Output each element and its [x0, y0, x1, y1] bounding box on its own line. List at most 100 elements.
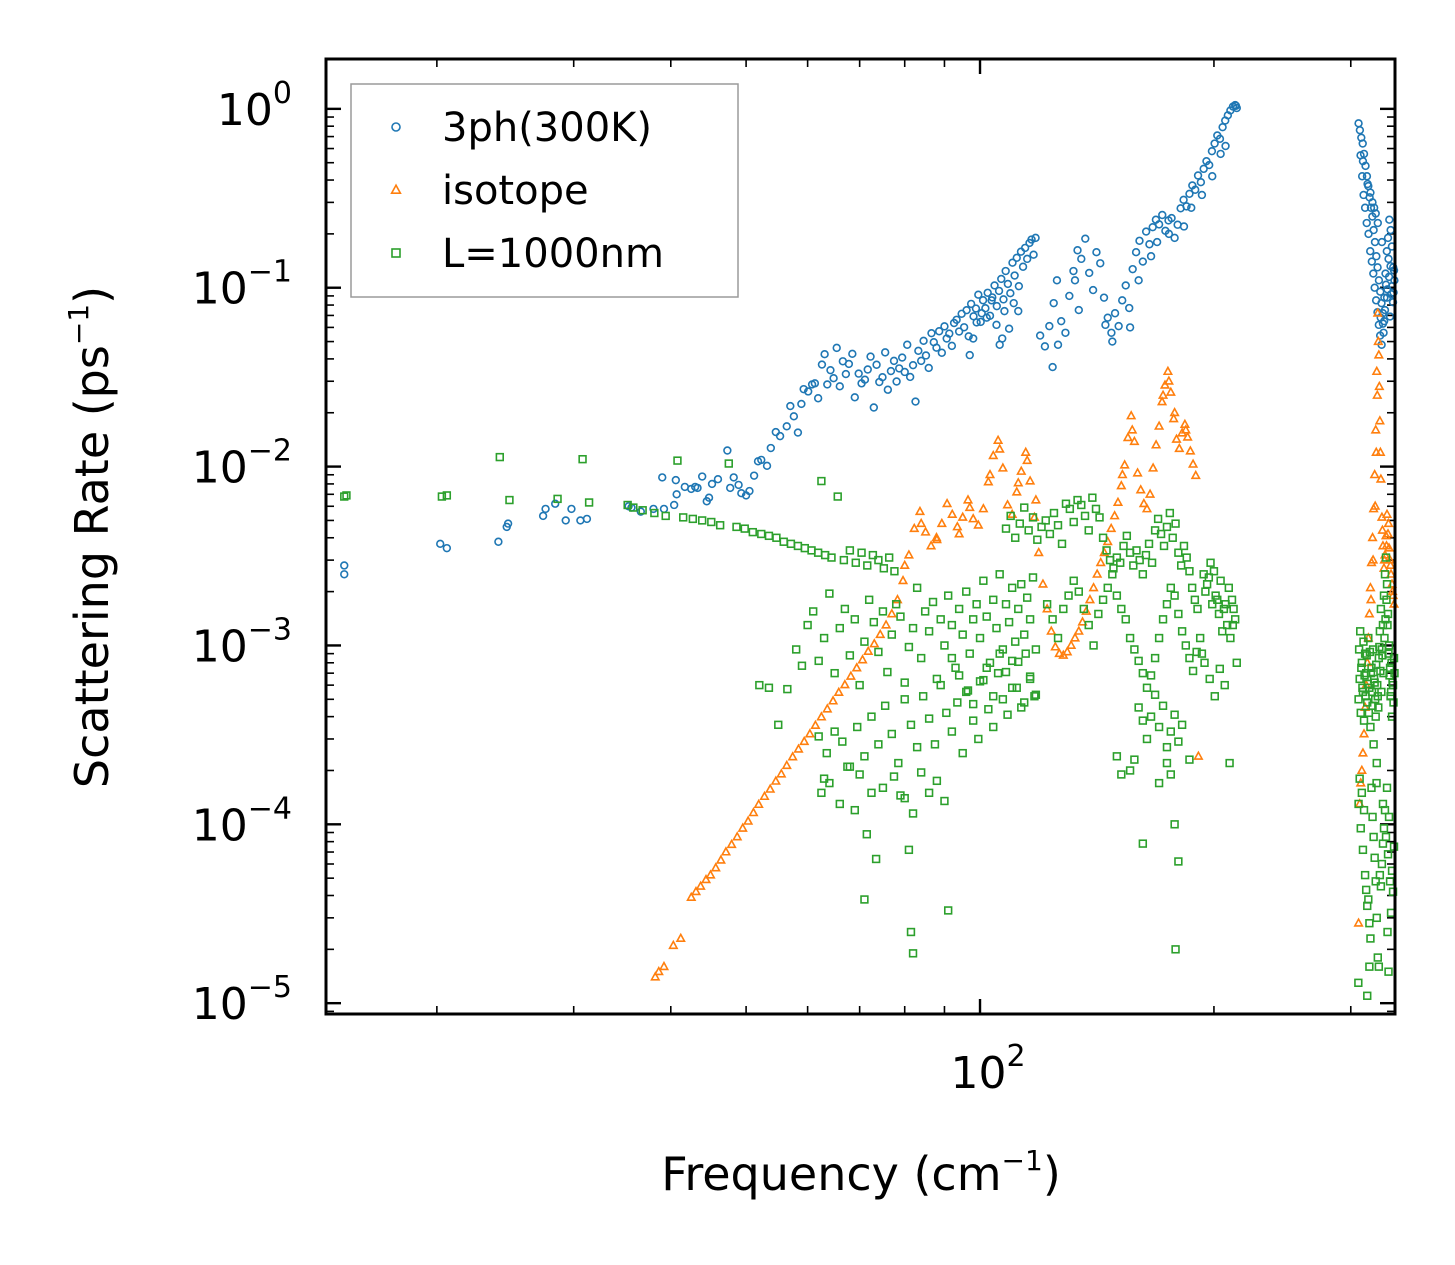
- plot-frame: [324, 57, 1397, 1016]
- data-point: [1010, 271, 1019, 280]
- data-point: [1147, 462, 1159, 472]
- data-point: [1145, 240, 1154, 249]
- data-point: [1154, 778, 1164, 788]
- data-point: [1376, 287, 1385, 296]
- data-point: [1084, 594, 1096, 604]
- data-point: [860, 637, 869, 646]
- data-point: [1385, 877, 1395, 886]
- data-point: [851, 558, 860, 567]
- data-point: [830, 668, 839, 678]
- data-point: [904, 642, 914, 652]
- data-point: [1080, 511, 1090, 521]
- data-point: [1135, 236, 1144, 245]
- data-point: [947, 727, 957, 736]
- data-point: [947, 508, 958, 518]
- data-point: [1081, 605, 1092, 615]
- data-point: [623, 500, 632, 510]
- data-point: [951, 663, 960, 673]
- data-point: [897, 353, 907, 362]
- data-point: [850, 805, 859, 815]
- data-point: [668, 939, 679, 950]
- data-point: [874, 555, 883, 565]
- data-point: [1004, 324, 1014, 333]
- data-point: [809, 607, 818, 616]
- data-point: [954, 528, 965, 538]
- data-point: [1170, 710, 1179, 719]
- data-point: [1168, 533, 1177, 542]
- data-point: [886, 608, 897, 618]
- data-point: [1146, 671, 1156, 680]
- data-point: [1142, 734, 1152, 744]
- data-point: [1013, 477, 1024, 487]
- data-point: [1084, 526, 1093, 535]
- data-point: [1112, 591, 1122, 600]
- data-point: [1181, 641, 1191, 650]
- data-point: [1157, 389, 1169, 399]
- data-point: [1221, 600, 1230, 609]
- data-point: [650, 508, 659, 518]
- data-point: [979, 576, 988, 585]
- data-point: [1003, 710, 1012, 719]
- data-point: [710, 862, 721, 872]
- data-point: [940, 322, 949, 331]
- data-point: [904, 845, 914, 855]
- data-point: [887, 729, 897, 739]
- data-point: [1007, 583, 1017, 593]
- data-point: [675, 932, 686, 943]
- data-point: [803, 620, 812, 630]
- data-point: [817, 788, 826, 798]
- data-point: [697, 472, 707, 481]
- data-point: [1370, 500, 1381, 510]
- y-tick-label: 10−3: [192, 612, 292, 672]
- data-point: [854, 369, 863, 378]
- data-point: [1384, 812, 1394, 822]
- data-point: [912, 583, 922, 593]
- data-point: [786, 401, 795, 411]
- data-point: [1144, 539, 1154, 549]
- data-point: [810, 719, 821, 729]
- data-point: [1380, 293, 1389, 302]
- data-point: [1375, 473, 1386, 483]
- data-point: [1162, 742, 1172, 752]
- data-point: [1162, 522, 1172, 532]
- data-point: [936, 517, 947, 528]
- data-point: [832, 343, 841, 353]
- data-point: [1179, 541, 1189, 551]
- data-point: [916, 517, 927, 528]
- data-point: [1125, 633, 1135, 643]
- data-point: [932, 343, 941, 352]
- data-point: [690, 885, 702, 896]
- data-point: [732, 831, 743, 841]
- data-point: [584, 498, 594, 507]
- data-point: [1069, 576, 1078, 585]
- data-point: [825, 589, 834, 598]
- data-point: [874, 647, 883, 657]
- data-point: [1054, 647, 1065, 658]
- data-point: [1190, 469, 1201, 480]
- data-point: [975, 677, 985, 686]
- data-point: [1360, 203, 1370, 212]
- data-point: [1365, 594, 1377, 604]
- data-point: [541, 504, 550, 514]
- data-point: [1030, 692, 1039, 701]
- data-point: [1125, 323, 1135, 332]
- data-point: [789, 412, 799, 421]
- data-point: [860, 375, 870, 384]
- legend-entries: 3ph(300K) isotope L=1000nm: [390, 105, 664, 277]
- data-point: [1376, 882, 1386, 891]
- data-point: [1386, 908, 1396, 918]
- data-point: [953, 698, 962, 707]
- data-point: [1357, 172, 1367, 181]
- y-tick-labels: 100 10−1 10−2 10−3 10−4 10−5: [192, 76, 292, 1030]
- data-point: [887, 630, 897, 639]
- data-point: [863, 561, 872, 570]
- data-point: [977, 309, 986, 318]
- data-point: [779, 537, 788, 546]
- data-point: [1182, 431, 1193, 441]
- data-point: [1095, 557, 1106, 567]
- data-point: [850, 615, 859, 624]
- data-point: [920, 526, 931, 536]
- data-point: [1035, 331, 1045, 340]
- data-point: [903, 340, 912, 349]
- data-point: [1059, 604, 1068, 614]
